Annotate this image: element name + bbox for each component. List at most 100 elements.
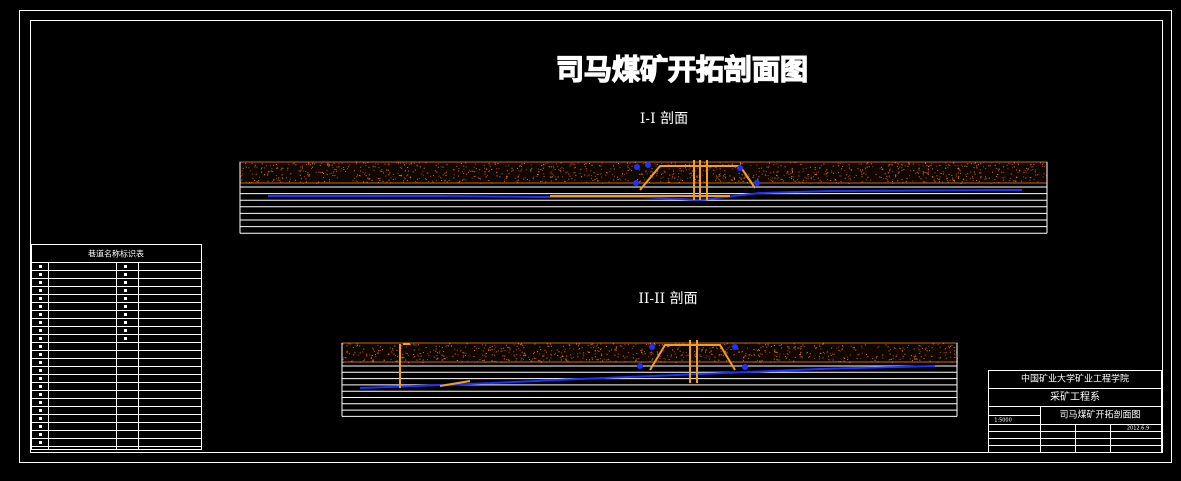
- sand-dot: [371, 355, 373, 357]
- sand-dot: [336, 170, 338, 172]
- sand-dot: [740, 163, 742, 165]
- sand-dot: [488, 349, 490, 351]
- sand-dot: [483, 167, 485, 169]
- sand-dot: [652, 358, 654, 360]
- sand-dot: [617, 176, 619, 178]
- sand-dot: [392, 178, 394, 180]
- legend-table: 巷道名称标识表: [31, 244, 202, 450]
- sand-dot: [763, 170, 765, 172]
- sand-dot: [542, 355, 544, 357]
- sand-dot: [738, 180, 740, 182]
- sand-dot: [937, 169, 939, 171]
- sand-dot: [271, 180, 273, 182]
- sand-dot: [526, 179, 528, 181]
- sand-dot: [1019, 171, 1021, 173]
- sand-dot: [653, 182, 655, 184]
- sand-dot: [741, 177, 743, 179]
- sand-dot: [793, 176, 795, 178]
- sand-dot: [277, 167, 279, 169]
- sand-dot: [566, 355, 568, 357]
- sand-dot: [768, 162, 770, 164]
- sand-dot: [565, 172, 567, 174]
- sand-dot: [833, 353, 835, 355]
- sand-dot: [533, 351, 535, 353]
- section-label: I-I 剖面: [640, 111, 688, 127]
- sand-dot: [897, 168, 899, 170]
- sand-dot: [917, 172, 919, 174]
- sand-dot: [354, 170, 356, 172]
- sand-dot: [1041, 164, 1043, 166]
- sand-dot: [257, 181, 259, 183]
- sand-dot: [753, 175, 755, 177]
- sand-dot: [635, 343, 637, 345]
- sand-dot: [789, 359, 791, 361]
- sand-dot: [372, 360, 374, 362]
- sand-dot: [1016, 169, 1018, 171]
- sand-dot: [600, 361, 602, 363]
- sand-dot: [915, 355, 917, 357]
- sand-dot: [345, 357, 347, 359]
- sand-dot: [667, 164, 669, 166]
- sand-dot: [828, 359, 830, 361]
- sand-dot: [783, 180, 785, 182]
- sand-dot: [832, 172, 834, 174]
- sand-dot: [949, 351, 951, 353]
- sand-dot: [891, 180, 893, 182]
- sand-dot: [531, 167, 533, 169]
- sand-dot: [678, 181, 680, 183]
- sand-dot: [936, 178, 938, 180]
- sand-dot: [650, 351, 652, 353]
- sand-dot: [731, 168, 733, 170]
- sand-dot: [471, 170, 473, 172]
- sand-dot: [564, 350, 566, 352]
- seam-marker: [742, 364, 748, 370]
- sand-dot: [653, 343, 655, 345]
- sand-dot: [522, 345, 524, 347]
- sand-dot: [356, 176, 358, 178]
- sand-dot: [618, 162, 620, 164]
- sand-dot: [443, 355, 445, 357]
- sand-dot: [428, 181, 430, 183]
- sand-dot: [366, 354, 368, 356]
- sand-dot: [894, 162, 896, 164]
- sand-dot: [917, 347, 919, 349]
- sand-dot: [774, 350, 776, 352]
- sand-dot: [886, 175, 888, 177]
- sand-dot: [240, 181, 242, 183]
- sand-dot: [676, 356, 678, 358]
- sand-dot: [741, 351, 743, 353]
- sand-dot: [766, 166, 768, 168]
- sand-dot: [696, 176, 698, 178]
- sand-dot: [599, 165, 601, 167]
- sand-dot: [709, 358, 711, 360]
- sand-dot: [818, 356, 820, 358]
- sand-dot: [950, 179, 952, 181]
- sand-dot: [1005, 182, 1007, 184]
- sand-dot: [624, 178, 626, 180]
- seam-marker: [645, 162, 651, 168]
- sand-dot: [494, 163, 496, 165]
- sand-dot: [848, 178, 850, 180]
- sand-dot: [351, 360, 353, 362]
- sand-dot: [671, 174, 673, 176]
- sand-dot: [792, 170, 794, 172]
- sand-dot: [609, 171, 611, 173]
- sand-dot: [367, 177, 369, 179]
- sand-dot: [565, 360, 567, 362]
- sand-dot: [508, 351, 510, 353]
- sand-dot: [702, 174, 704, 176]
- sand-dot: [557, 355, 559, 357]
- legend-swatch: [39, 281, 42, 284]
- sand-dot: [813, 179, 815, 181]
- sand-dot: [546, 343, 548, 345]
- sand-dot: [390, 177, 392, 179]
- sand-dot: [279, 180, 281, 182]
- sand-dot: [677, 179, 679, 181]
- sand-dot: [704, 170, 706, 172]
- sand-dot: [925, 181, 927, 183]
- sand-dot: [943, 173, 945, 175]
- sand-dot: [786, 356, 788, 358]
- sand-dot: [788, 173, 790, 175]
- sand-dot: [1034, 171, 1036, 173]
- sand-dot: [611, 174, 613, 176]
